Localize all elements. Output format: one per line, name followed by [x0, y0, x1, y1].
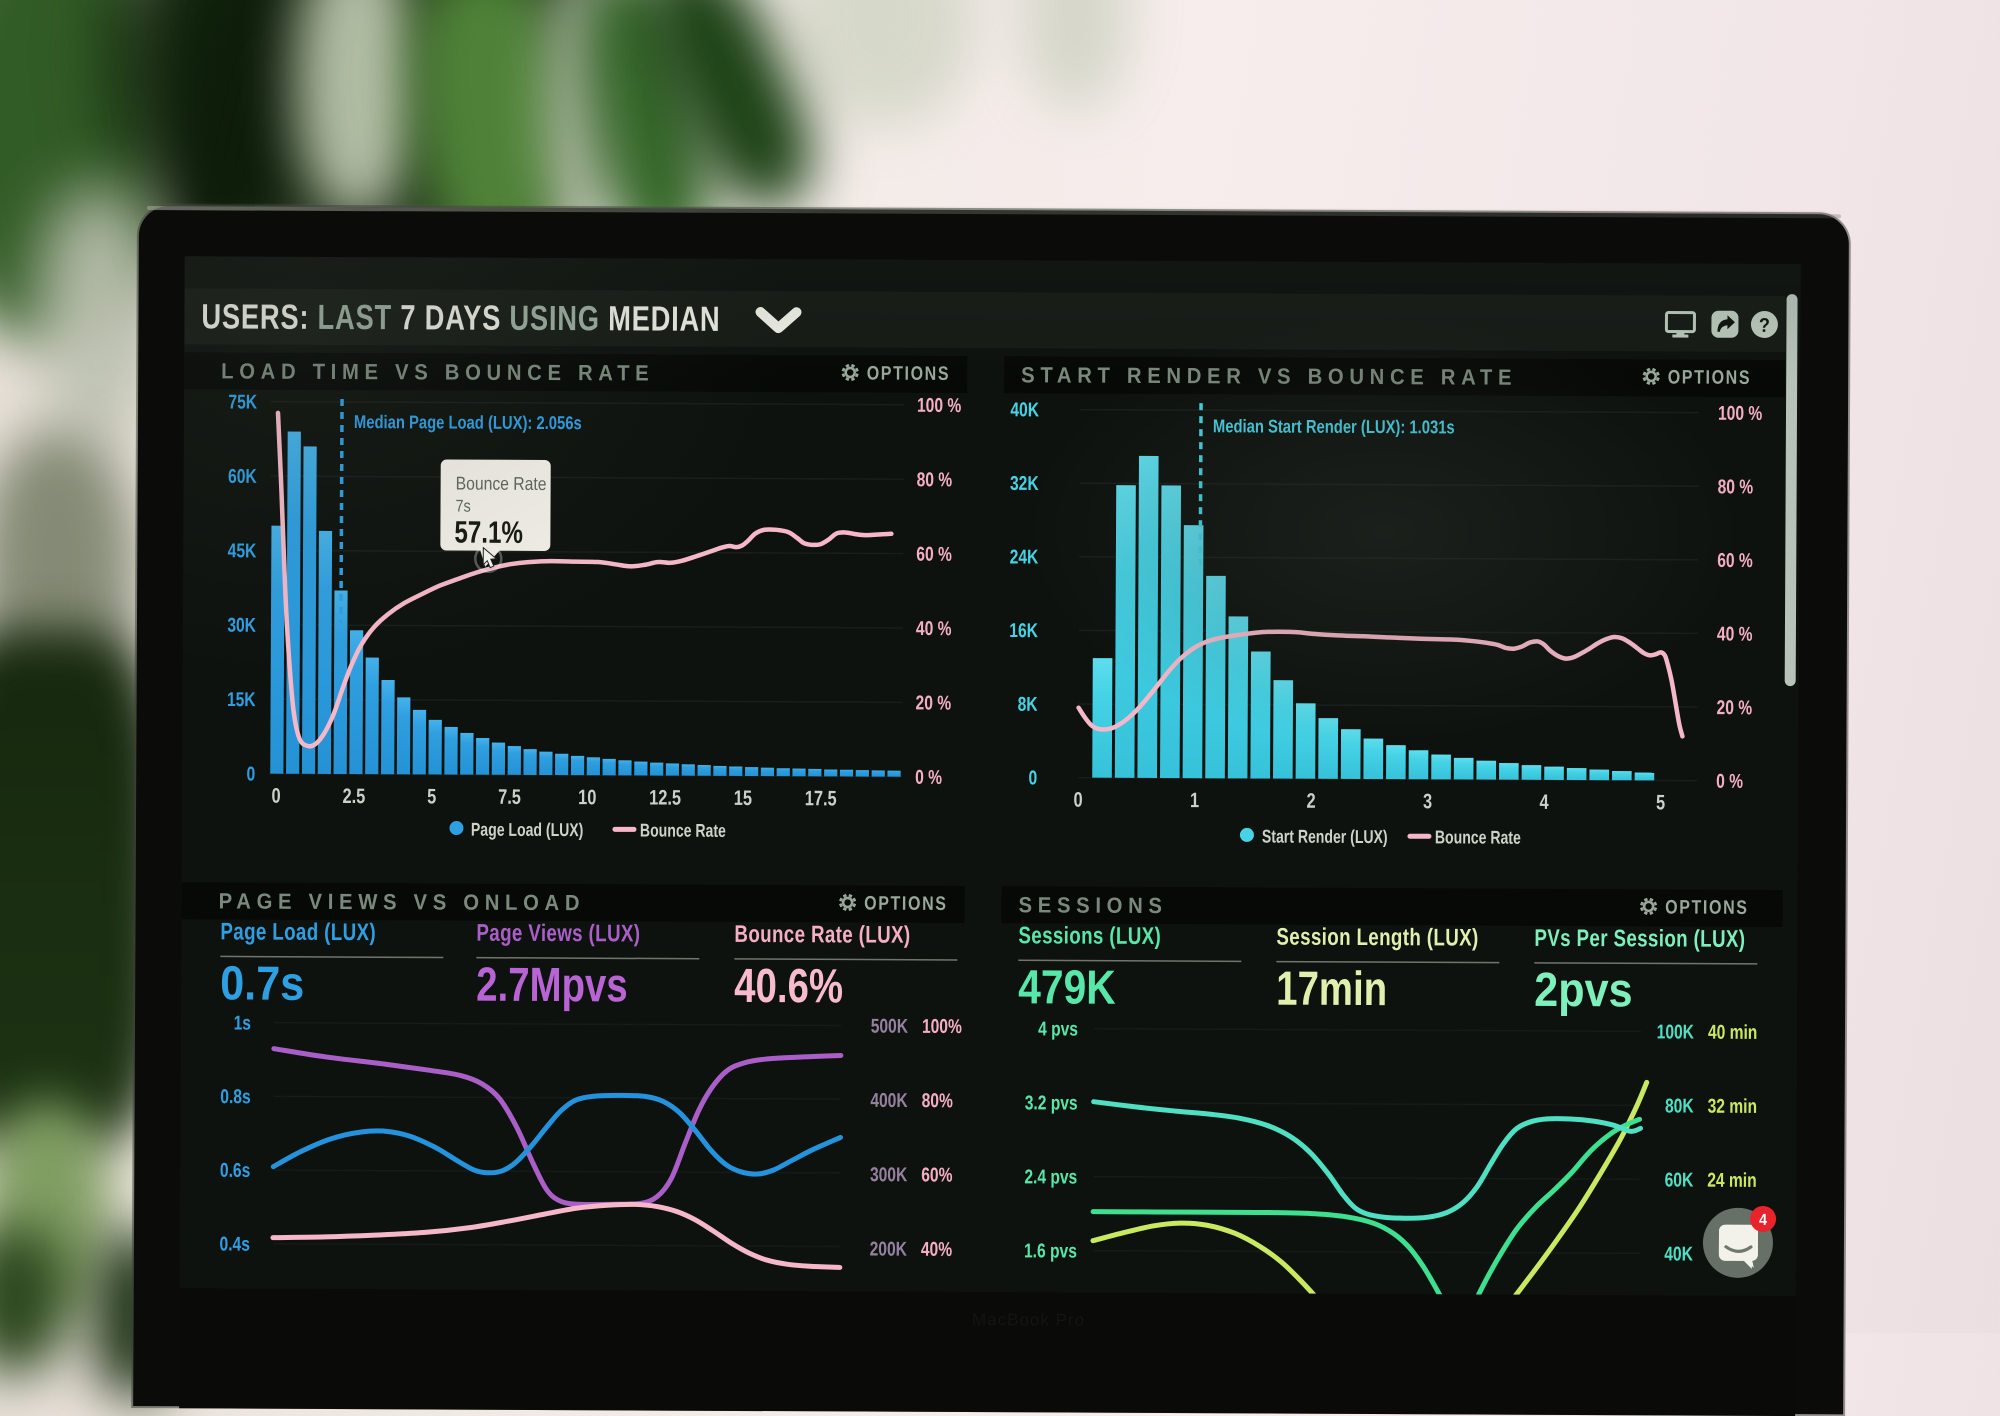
svg-text:479K: 479K — [1018, 961, 1116, 1014]
svg-text:OPTIONS: OPTIONS — [864, 892, 948, 914]
svg-text:4: 4 — [1539, 790, 1549, 813]
svg-text:10: 10 — [578, 785, 596, 809]
svg-text:0.6s: 0.6s — [220, 1159, 250, 1181]
svg-text:PAGE VIEWS VS ONLOAD: PAGE VIEWS VS ONLOAD — [219, 890, 586, 916]
svg-text:7s: 7s — [455, 498, 470, 516]
svg-text:80 %: 80 % — [917, 468, 953, 490]
svg-text:60 %: 60 % — [916, 543, 952, 565]
svg-text:5: 5 — [1656, 790, 1665, 813]
svg-text:57.1%: 57.1% — [454, 515, 523, 550]
svg-text:0.4s: 0.4s — [220, 1233, 250, 1255]
svg-text:40.6%: 40.6% — [734, 960, 843, 1014]
svg-text:80 %: 80 % — [1718, 475, 1754, 497]
svg-text:7.5: 7.5 — [498, 785, 521, 809]
svg-text:45K: 45K — [228, 539, 257, 561]
svg-text:1: 1 — [1190, 788, 1199, 811]
svg-text:4 pvs: 4 pvs — [1038, 1018, 1078, 1040]
svg-text:1.6 pvs: 1.6 pvs — [1024, 1239, 1077, 1262]
svg-text:START RENDER VS BOUNCE RATE: START RENDER VS BOUNCE RATE — [1021, 364, 1517, 390]
svg-text:Session Length (LUX): Session Length (LUX) — [1276, 923, 1478, 951]
svg-text:20 %: 20 % — [916, 692, 952, 714]
svg-text:1s: 1s — [234, 1012, 251, 1034]
svg-text:24 min: 24 min — [1707, 1169, 1756, 1192]
svg-text:4: 4 — [1759, 1211, 1768, 1229]
svg-text:Page Load (LUX): Page Load (LUX) — [471, 820, 584, 841]
svg-text:Start Render (LUX): Start Render (LUX) — [1262, 827, 1388, 848]
svg-text:Page Load (LUX): Page Load (LUX) — [220, 918, 376, 946]
svg-text:40K: 40K — [1010, 398, 1039, 420]
svg-text:PVs Per Session (LUX): PVs Per Session (LUX) — [1534, 925, 1745, 953]
svg-text:OPTIONS: OPTIONS — [867, 362, 951, 384]
svg-text:60K: 60K — [228, 465, 257, 487]
svg-text:Median Page Load (LUX): 2.056s: Median Page Load (LUX): 2.056s — [354, 411, 582, 433]
svg-text:100%: 100% — [922, 1015, 962, 1037]
svg-text:500K: 500K — [871, 1015, 908, 1037]
svg-text:OPTIONS: OPTIONS — [1668, 366, 1752, 388]
svg-text:USERS: LAST 7 DAYS USING MEDIA: USERS: LAST 7 DAYS USING MEDIAN — [201, 297, 720, 339]
svg-text:60K: 60K — [1665, 1169, 1694, 1191]
svg-text:32K: 32K — [1010, 472, 1039, 494]
svg-text:17.5: 17.5 — [805, 786, 837, 810]
svg-text:40 %: 40 % — [916, 617, 952, 639]
svg-text:40%: 40% — [921, 1238, 952, 1260]
svg-text:Bounce Rate: Bounce Rate — [456, 472, 547, 494]
svg-text:0: 0 — [272, 784, 281, 807]
svg-text:Bounce Rate: Bounce Rate — [640, 821, 726, 842]
svg-text:Page Views (LUX): Page Views (LUX) — [476, 919, 640, 947]
svg-text:2.7Mpvs: 2.7Mpvs — [476, 959, 628, 1013]
svg-text:3.2 pvs: 3.2 pvs — [1025, 1091, 1078, 1114]
svg-text:400K: 400K — [870, 1089, 907, 1111]
svg-text:40 min: 40 min — [1708, 1021, 1757, 1044]
svg-text:5: 5 — [427, 784, 436, 807]
svg-text:15: 15 — [734, 786, 752, 810]
svg-text:0: 0 — [1073, 788, 1082, 811]
svg-text:?: ? — [1759, 315, 1770, 337]
svg-text:17min: 17min — [1276, 963, 1387, 1017]
svg-text:0 %: 0 % — [1716, 770, 1743, 792]
svg-text:2pvs: 2pvs — [1534, 963, 1633, 1017]
svg-text:24K: 24K — [1010, 546, 1039, 568]
svg-text:200K: 200K — [870, 1238, 907, 1260]
svg-text:SESSIONS: SESSIONS — [1019, 894, 1168, 919]
svg-text:80%: 80% — [922, 1089, 953, 1111]
svg-text:60%: 60% — [921, 1164, 952, 1186]
svg-text:0: 0 — [247, 763, 256, 785]
svg-text:OPTIONS: OPTIONS — [1665, 896, 1749, 918]
svg-text:8K: 8K — [1018, 693, 1038, 715]
svg-text:100 %: 100 % — [917, 394, 961, 417]
svg-text:2: 2 — [1306, 789, 1315, 812]
svg-text:16K: 16K — [1009, 619, 1038, 641]
svg-text:3: 3 — [1423, 789, 1432, 812]
svg-text:15K: 15K — [227, 688, 256, 710]
svg-text:0.8s: 0.8s — [220, 1085, 250, 1107]
svg-text:2.5: 2.5 — [342, 784, 365, 808]
svg-text:0 %: 0 % — [915, 766, 942, 788]
svg-text:LOAD TIME VS BOUNCE RATE: LOAD TIME VS BOUNCE RATE — [221, 360, 654, 386]
svg-text:100K: 100K — [1657, 1021, 1694, 1043]
svg-text:2.4 pvs: 2.4 pvs — [1024, 1165, 1077, 1188]
svg-text:Bounce Rate (LUX): Bounce Rate (LUX) — [734, 921, 910, 949]
svg-text:Sessions (LUX): Sessions (LUX) — [1018, 922, 1161, 949]
svg-text:Median Start Render (LUX): 1.0: Median Start Render (LUX): 1.031s — [1213, 416, 1455, 438]
svg-text:0.7s: 0.7s — [220, 956, 304, 1010]
svg-text:100 %: 100 % — [1718, 402, 1762, 425]
svg-text:300K: 300K — [870, 1163, 907, 1185]
svg-text:40K: 40K — [1664, 1243, 1693, 1265]
svg-text:Bounce Rate: Bounce Rate — [1435, 828, 1521, 849]
svg-text:0: 0 — [1028, 767, 1037, 789]
svg-text:80K: 80K — [1665, 1095, 1694, 1117]
svg-text:40 %: 40 % — [1717, 623, 1753, 645]
svg-text:30K: 30K — [227, 614, 256, 636]
svg-text:75K: 75K — [228, 391, 257, 413]
svg-text:12.5: 12.5 — [649, 786, 681, 810]
svg-text:32 min: 32 min — [1708, 1095, 1757, 1118]
svg-text:60 %: 60 % — [1717, 549, 1753, 571]
svg-text:20 %: 20 % — [1717, 696, 1753, 718]
